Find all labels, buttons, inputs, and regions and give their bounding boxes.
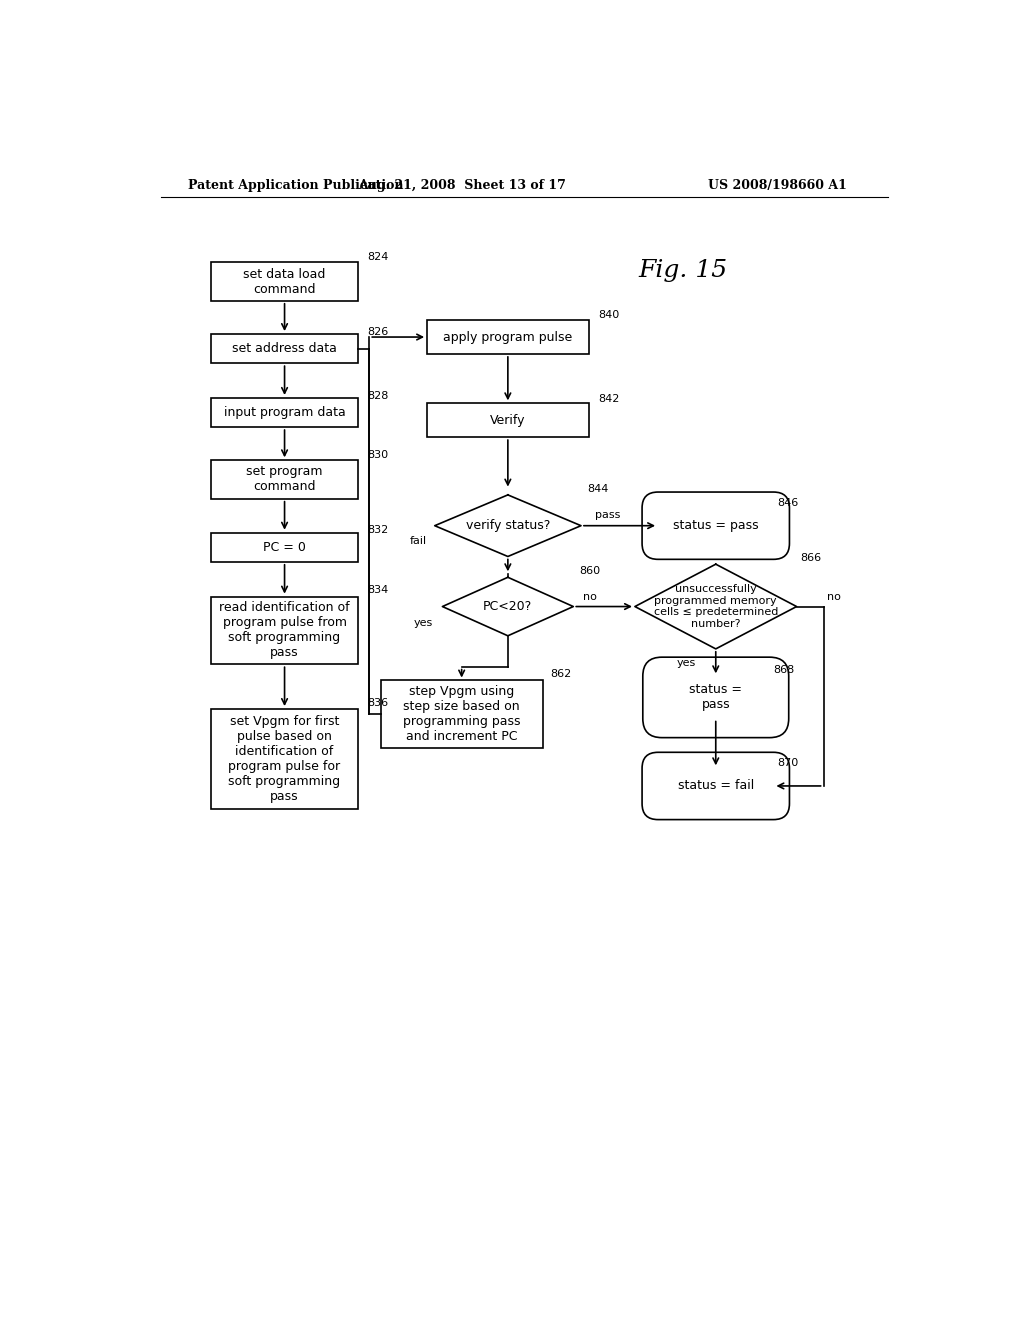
Polygon shape: [442, 577, 573, 636]
Text: unsuccessfully
programmed memory
cells ≤ predetermined
number?: unsuccessfully programmed memory cells ≤…: [653, 585, 778, 628]
Text: status = pass: status = pass: [673, 519, 759, 532]
Text: 844: 844: [587, 483, 608, 494]
Text: step Vpgm using
step size based on
programming pass
and increment PC: step Vpgm using step size based on progr…: [402, 685, 520, 743]
Text: input program data: input program data: [223, 407, 345, 418]
FancyBboxPatch shape: [211, 709, 357, 809]
Text: set data load
command: set data load command: [244, 268, 326, 296]
Text: apply program pulse: apply program pulse: [443, 330, 572, 343]
Text: US 2008/198660 A1: US 2008/198660 A1: [708, 178, 847, 191]
Text: fail: fail: [410, 536, 426, 546]
Text: set address data: set address data: [232, 342, 337, 355]
Text: PC = 0: PC = 0: [263, 541, 306, 554]
FancyBboxPatch shape: [211, 397, 357, 428]
FancyBboxPatch shape: [427, 321, 589, 354]
Text: Fig. 15: Fig. 15: [639, 259, 728, 281]
Text: pass: pass: [595, 510, 621, 520]
Text: 842: 842: [598, 393, 620, 404]
Text: PC<20?: PC<20?: [483, 601, 532, 612]
Text: read identification of
program pulse from
soft programming
pass: read identification of program pulse fro…: [219, 602, 350, 660]
Text: 832: 832: [367, 525, 388, 536]
FancyBboxPatch shape: [643, 657, 788, 738]
FancyBboxPatch shape: [211, 334, 357, 363]
FancyBboxPatch shape: [642, 752, 790, 820]
Text: 826: 826: [367, 326, 388, 337]
Text: 834: 834: [367, 585, 388, 595]
FancyBboxPatch shape: [427, 404, 589, 437]
Polygon shape: [435, 495, 581, 557]
Text: yes: yes: [677, 657, 696, 668]
FancyBboxPatch shape: [642, 492, 790, 560]
Text: 846: 846: [777, 498, 799, 508]
Text: set Vpgm for first
pulse based on
identification of
program pulse for
soft progr: set Vpgm for first pulse based on identi…: [228, 715, 341, 803]
Text: set program
command: set program command: [247, 466, 323, 494]
Text: verify status?: verify status?: [466, 519, 550, 532]
FancyBboxPatch shape: [381, 681, 543, 748]
Text: 828: 828: [367, 391, 388, 400]
Text: Patent Application Publication: Patent Application Publication: [188, 178, 403, 191]
Text: Aug. 21, 2008  Sheet 13 of 17: Aug. 21, 2008 Sheet 13 of 17: [357, 178, 565, 191]
Text: 824: 824: [367, 252, 388, 261]
Text: no: no: [827, 593, 842, 602]
Text: yes: yes: [414, 619, 433, 628]
Text: 830: 830: [367, 450, 388, 459]
Text: 840: 840: [598, 310, 620, 321]
Text: no: no: [583, 593, 596, 602]
FancyBboxPatch shape: [211, 533, 357, 562]
Text: 860: 860: [580, 566, 601, 576]
Text: 836: 836: [367, 698, 388, 708]
Text: 866: 866: [801, 553, 821, 564]
Text: 868: 868: [773, 665, 795, 675]
Text: Verify: Verify: [490, 413, 525, 426]
Polygon shape: [635, 564, 797, 649]
Text: status = fail: status = fail: [678, 779, 754, 792]
Text: 870: 870: [777, 758, 799, 768]
FancyBboxPatch shape: [211, 263, 357, 301]
Text: status =
pass: status = pass: [689, 684, 742, 711]
FancyBboxPatch shape: [211, 461, 357, 499]
FancyBboxPatch shape: [211, 597, 357, 664]
Text: 862: 862: [550, 669, 571, 680]
